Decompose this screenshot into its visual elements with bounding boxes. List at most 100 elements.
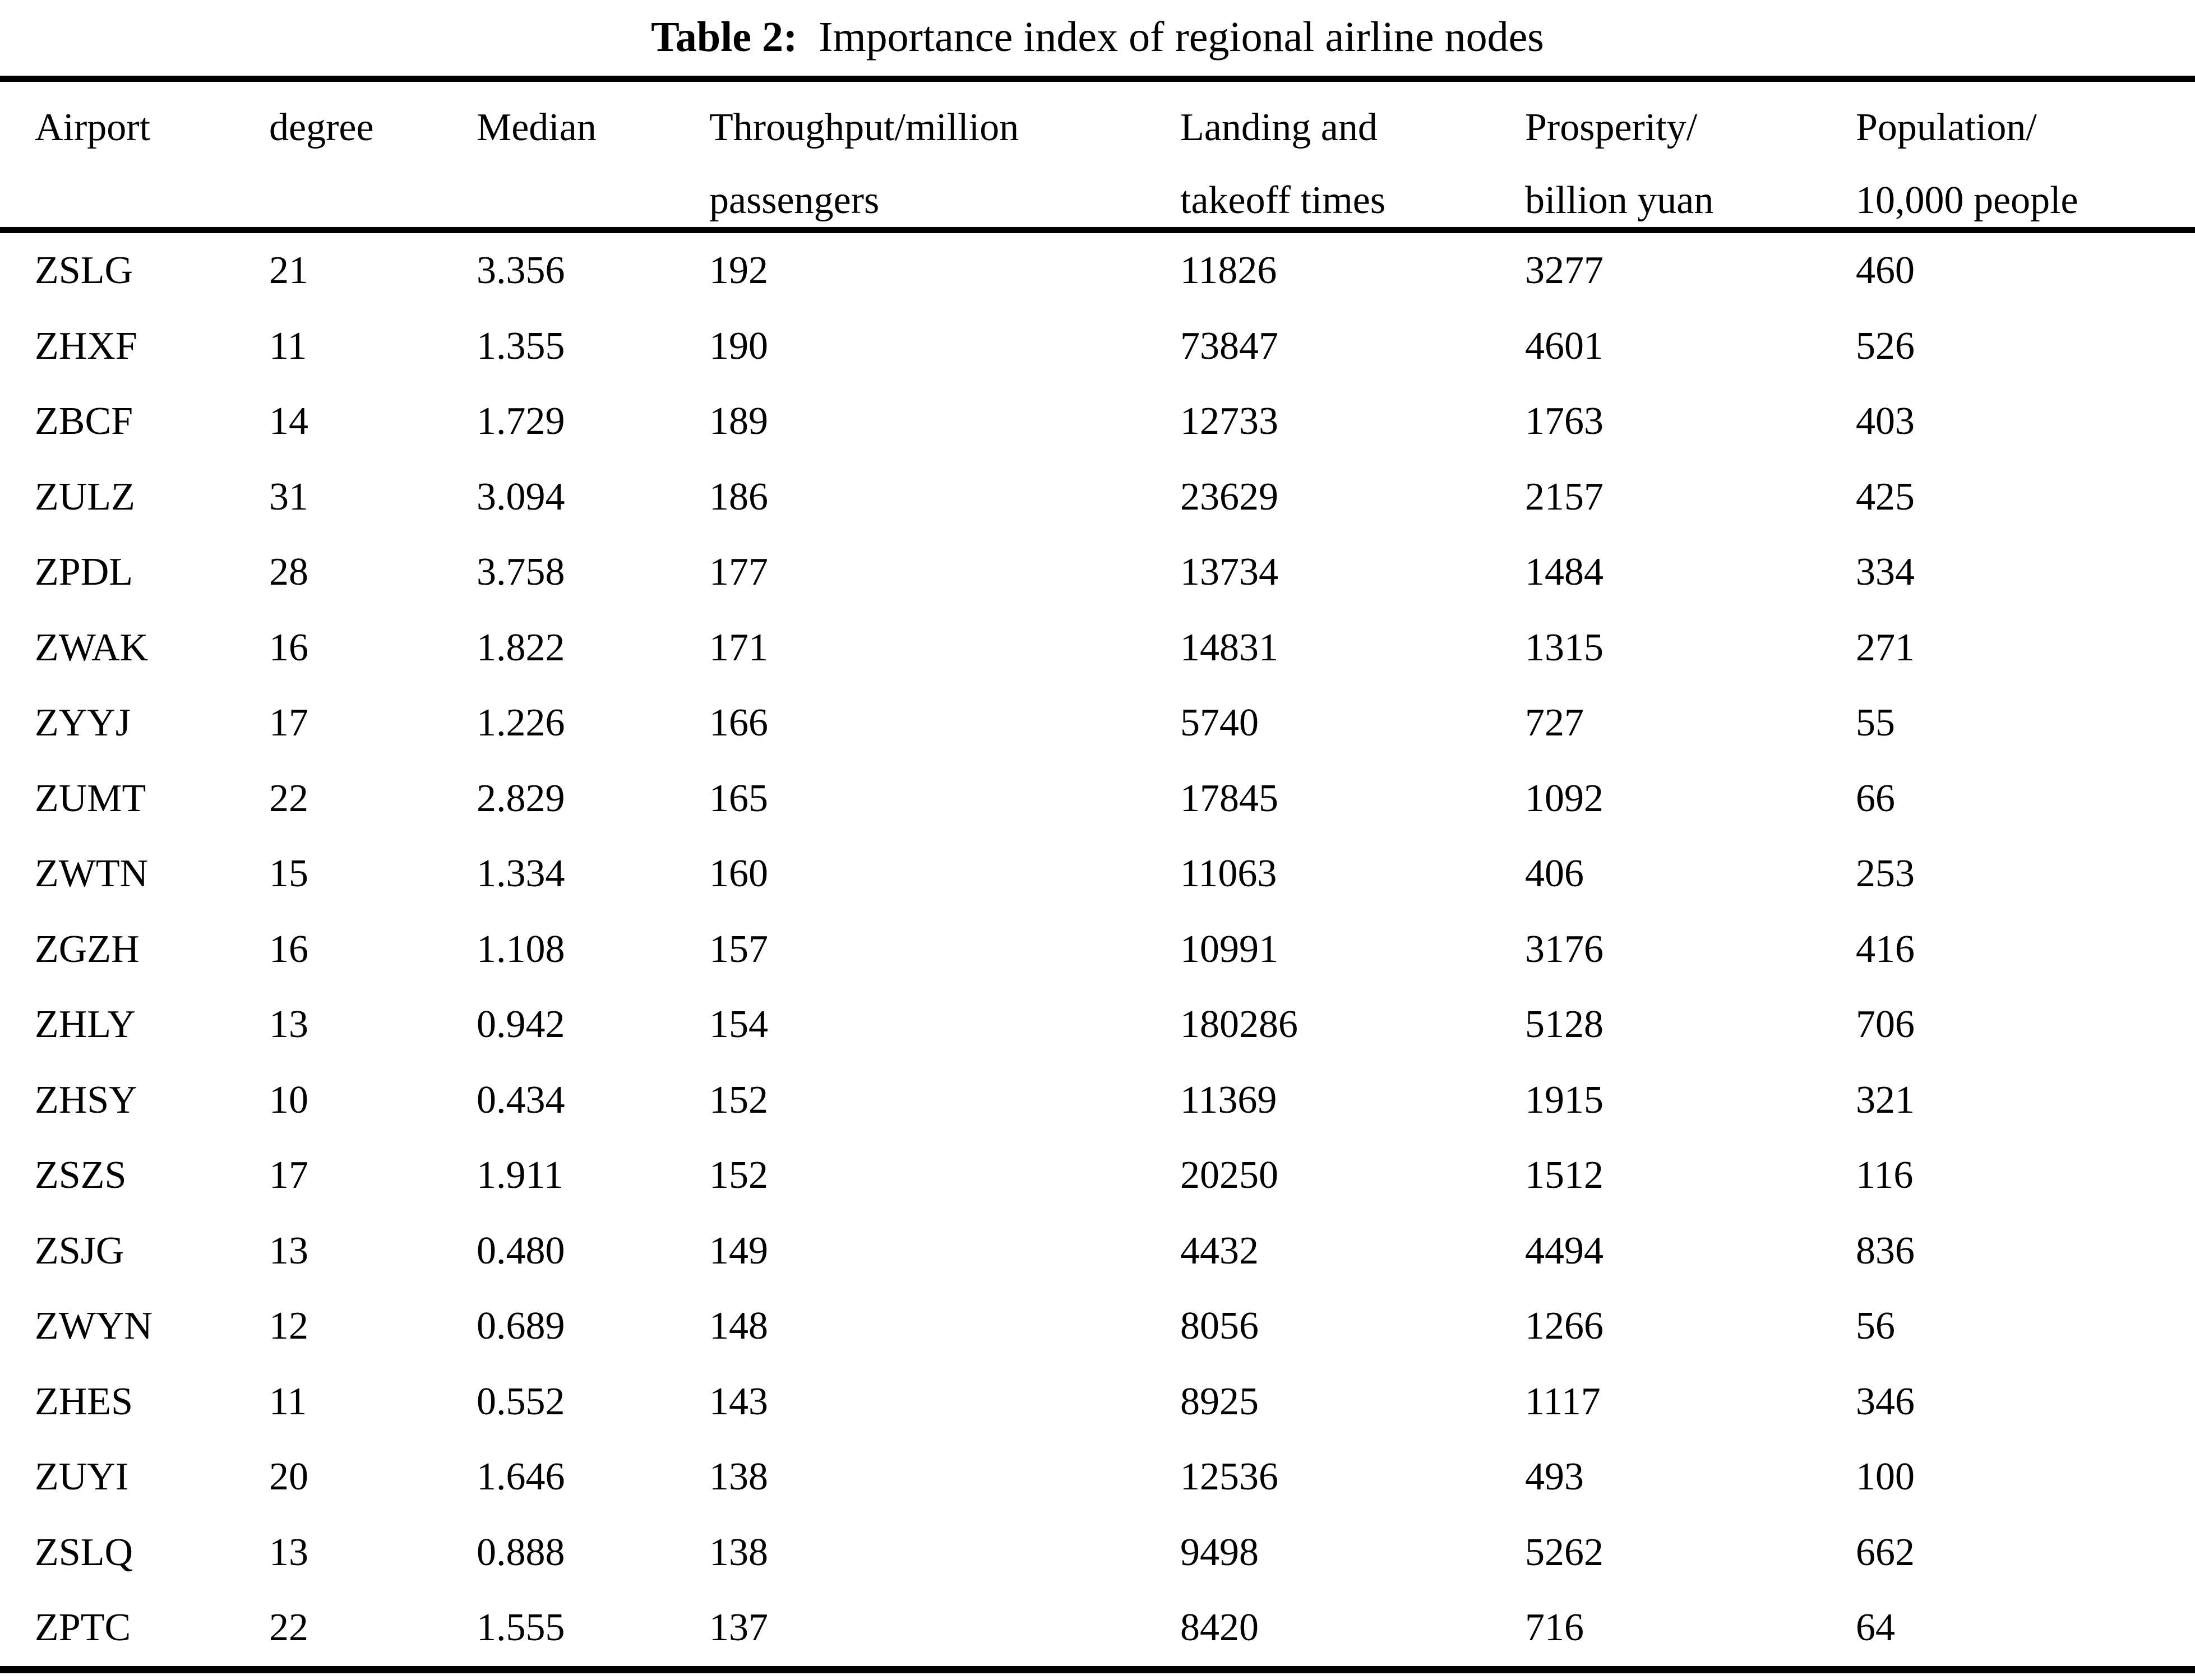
- table-header-rule: [0, 227, 2195, 233]
- table-cell: 1315: [1525, 626, 1603, 669]
- table-cell: 22: [269, 1606, 308, 1649]
- table-cell: 662: [1856, 1530, 1915, 1574]
- data-table: Airport degree Median Throughput/million…: [0, 76, 2195, 1673]
- table-cell: 1.226: [477, 701, 565, 744]
- table-cell: 16: [269, 927, 308, 971]
- table-cell: 22: [269, 776, 308, 820]
- table-cell: 190: [709, 324, 768, 368]
- table-cell: 321: [1856, 1078, 1915, 1122]
- table-cell: 166: [709, 701, 768, 744]
- table-row: ZGZH 16 1.108 157 10991 3176 416: [0, 912, 2195, 988]
- table-cell: ZHXF: [35, 324, 137, 368]
- table-cell: 1915: [1525, 1078, 1603, 1122]
- table-cell: 28: [269, 550, 308, 594]
- table-cell: 1117: [1525, 1380, 1601, 1423]
- table-cell: 3.758: [477, 550, 565, 594]
- table-cell: 425: [1856, 475, 1915, 519]
- table-cell: 334: [1856, 550, 1915, 594]
- table-cell: ZWAK: [35, 626, 149, 669]
- table-row: ZBCF 14 1.729 189 12733 1763 403: [0, 384, 2195, 460]
- table-cell: 180286: [1180, 1003, 1298, 1046]
- table-row: ZYYJ 17 1.226 166 5740 727 55: [0, 686, 2195, 761]
- table-cell: ZSLG: [35, 249, 133, 292]
- table-row: ZUMT 22 2.829 165 17845 1092 66: [0, 761, 2195, 837]
- table-cell: 13734: [1180, 550, 1278, 594]
- table-cell: 55: [1856, 701, 1895, 744]
- table-cell: 171: [709, 626, 768, 669]
- table-row: ZWYN 12 0.689 148 8056 1266 56: [0, 1289, 2195, 1364]
- column-header-line: Landing and: [1180, 106, 1378, 149]
- table-cell: ZULZ: [35, 475, 135, 519]
- table-cell: 149: [709, 1229, 768, 1272]
- table-cell: ZSZS: [35, 1154, 127, 1197]
- table-cell: 20250: [1180, 1154, 1278, 1197]
- table-bottom-rule: [0, 1665, 2195, 1673]
- column-header-throughput: Throughput/million passengers: [709, 82, 1180, 237]
- table-cell: 11063: [1180, 852, 1277, 895]
- table-row: ZHSY 10 0.434 152 11369 1915 321: [0, 1063, 2195, 1138]
- table-caption: Table 2: Importance index of regional air…: [0, 0, 2195, 74]
- table-cell: 493: [1525, 1455, 1584, 1498]
- table-cell: 66: [1856, 776, 1895, 820]
- table-cell: 189: [709, 400, 768, 443]
- table-cell: 8420: [1180, 1606, 1259, 1649]
- table-cell: ZUMT: [35, 776, 146, 820]
- table-cell: 2.829: [477, 776, 565, 820]
- table-cell: 56: [1856, 1304, 1895, 1348]
- table-cell: 1.334: [477, 852, 565, 895]
- table-cell: 1.555: [477, 1606, 565, 1649]
- table-cell: 1763: [1525, 400, 1603, 443]
- column-header-degree: degree: [269, 82, 477, 237]
- column-header-line: Population/: [1856, 106, 2037, 149]
- table-row: ZUYI 20 1.646 138 12536 493 100: [0, 1440, 2195, 1515]
- table-cell: 152: [709, 1154, 768, 1197]
- table-cell: 706: [1856, 1003, 1915, 1046]
- table-cell: 0.434: [477, 1078, 565, 1122]
- table-cell: ZYYJ: [35, 701, 131, 744]
- table-cell: 21: [269, 249, 308, 292]
- table-cell: ZBCF: [35, 400, 133, 443]
- table-cell: 17845: [1180, 776, 1278, 820]
- column-header-line: 10,000 people: [1856, 179, 2078, 222]
- table-row: ZPDL 28 3.758 177 13734 1484 334: [0, 535, 2195, 610]
- table-cell: 23629: [1180, 475, 1278, 519]
- table-row: ZSZS 17 1.911 152 20250 1512 116: [0, 1138, 2195, 1214]
- table-cell: 460: [1856, 249, 1915, 292]
- table-cell: 1.822: [477, 626, 565, 669]
- column-header-line: passengers: [709, 179, 880, 222]
- table-cell: 160: [709, 852, 768, 895]
- table-cell: 0.480: [477, 1229, 565, 1272]
- table-cell: 1266: [1525, 1304, 1603, 1348]
- table-cell: 253: [1856, 852, 1915, 895]
- table-cell: 14: [269, 400, 308, 443]
- table-top-rule: [0, 76, 2195, 82]
- column-header-line: Prosperity/: [1525, 106, 1698, 149]
- table-row: ZSLQ 13 0.888 138 9498 5262 662: [0, 1515, 2195, 1591]
- table-cell: 10991: [1180, 927, 1278, 971]
- table-cell: 8925: [1180, 1380, 1259, 1423]
- table-cell: 157: [709, 927, 768, 971]
- table-cell: ZWTN: [35, 852, 149, 895]
- table-cell: 716: [1525, 1606, 1584, 1649]
- table-cell: 1.108: [477, 927, 565, 971]
- table-cell: 1092: [1525, 776, 1603, 820]
- table-cell: 11369: [1180, 1078, 1277, 1122]
- table-cell: 3176: [1525, 927, 1603, 971]
- table-cell: 3.094: [477, 475, 565, 519]
- table-cell: 192: [709, 249, 768, 292]
- table-cell: ZGZH: [35, 927, 140, 971]
- table-cell: 17: [269, 1154, 308, 1197]
- column-header-median: Median: [477, 82, 709, 237]
- table-row: ZHES 11 0.552 143 8925 1117 346: [0, 1364, 2195, 1440]
- table-cell: ZPDL: [35, 550, 133, 594]
- table-cell: 8056: [1180, 1304, 1259, 1348]
- table-cell: ZHSY: [35, 1078, 137, 1122]
- table-cell: 0.552: [477, 1380, 565, 1423]
- table-cell: 403: [1856, 400, 1915, 443]
- table-cell: 152: [709, 1078, 768, 1122]
- table-cell: 13: [269, 1003, 308, 1046]
- table-cell: ZSLQ: [35, 1530, 133, 1574]
- table-cell: 31: [269, 475, 308, 519]
- table-cell: ZHLY: [35, 1003, 136, 1046]
